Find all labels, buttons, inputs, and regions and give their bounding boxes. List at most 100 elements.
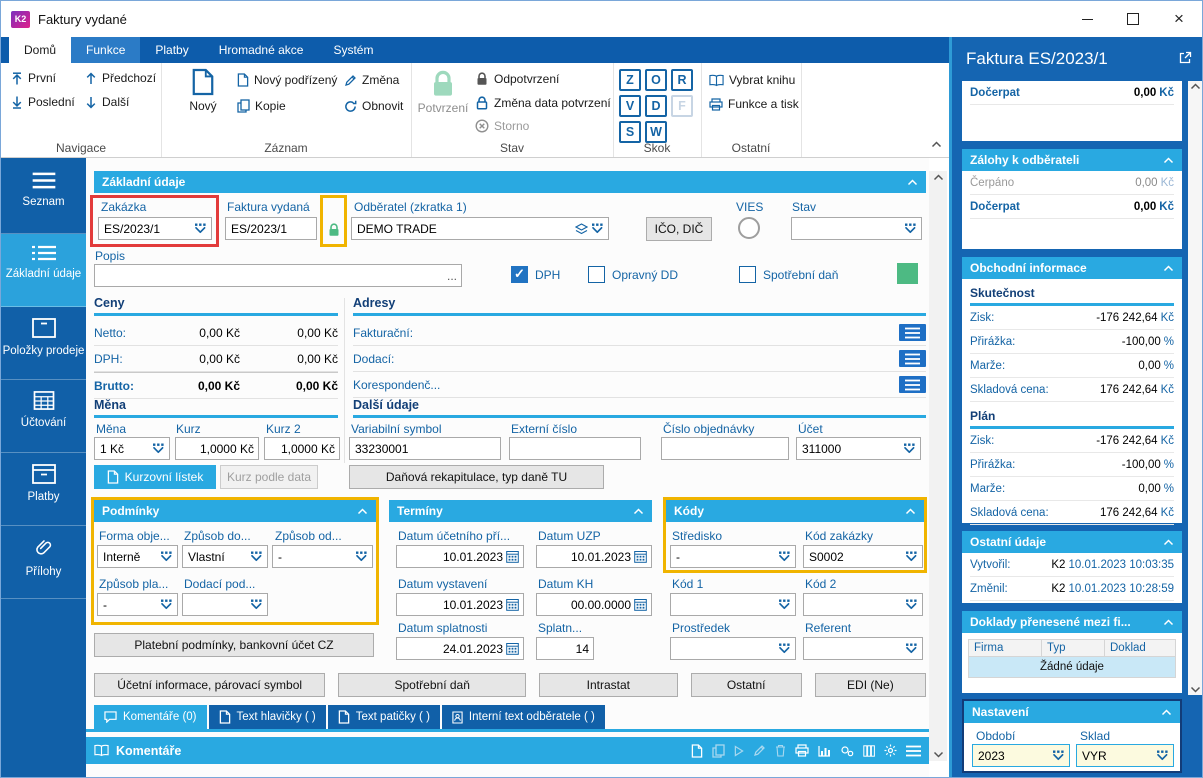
tab-text-paticky[interactable]: Text patičky ( ): [327, 705, 440, 729]
mena-field[interactable]: 1 Kč: [94, 437, 170, 460]
jump-d-button[interactable]: D: [645, 95, 667, 117]
settings-gear-icon[interactable]: [884, 744, 897, 757]
edit-icon[interactable]: [753, 744, 766, 757]
chart-icon[interactable]: [818, 745, 831, 757]
maximize-button[interactable]: [1110, 1, 1156, 37]
danova-rekapitulace-button[interactable]: Daňová rekapitulace, typ daně TU: [349, 465, 604, 489]
address-menu-button[interactable]: [899, 324, 926, 341]
collapse-icon[interactable]: [1163, 618, 1174, 626]
sidebar-item-zakladni-udaje[interactable]: Základní údaje: [1, 234, 86, 307]
new-child-button[interactable]: Nový podřízený: [237, 73, 337, 87]
spotrebni-dan-button[interactable]: Spotřební daň: [338, 673, 527, 697]
change-confirm-date-button[interactable]: Změna data potvrzení: [475, 95, 611, 110]
sklad-field[interactable]: VYR: [1076, 744, 1174, 767]
dropdown-icon[interactable]: [152, 443, 165, 454]
calendar-icon[interactable]: [634, 598, 647, 611]
referent-field[interactable]: [803, 637, 923, 660]
address-menu-button[interactable]: [899, 350, 926, 367]
collapse-icon[interactable]: [1161, 708, 1172, 716]
calendar-icon[interactable]: [506, 642, 519, 655]
scroll-up-icon[interactable]: [933, 174, 944, 181]
change-button[interactable]: Změna: [344, 73, 399, 87]
obdobi-field[interactable]: 2023: [972, 744, 1070, 767]
delete-icon[interactable]: [775, 744, 786, 757]
tab-platby[interactable]: Platby: [155, 43, 189, 57]
jump-s-button[interactable]: S: [619, 121, 641, 143]
tab-interni-text[interactable]: Interní text odběratele ( ): [441, 705, 605, 729]
kod1-field[interactable]: [670, 593, 796, 616]
variabilni-symbol-field[interactable]: 33230001: [349, 437, 501, 460]
sidebar-item-prilohy[interactable]: Přílohy: [1, 526, 86, 599]
prostredek-field[interactable]: [670, 637, 796, 660]
collapse-icon[interactable]: [1163, 156, 1174, 164]
more-icon[interactable]: ...: [446, 268, 457, 283]
dropdown-icon[interactable]: [160, 599, 173, 610]
jump-r-button[interactable]: R: [671, 69, 693, 91]
datum-splatnosti-field[interactable]: 24.01.2023: [396, 637, 524, 660]
kurzovni-listek-button[interactable]: Kurzovní lístek: [94, 465, 216, 489]
jump-f-button[interactable]: F: [671, 95, 693, 117]
kurz2-field[interactable]: 1,0000 Kč: [264, 437, 340, 460]
next-button[interactable]: Další: [85, 95, 129, 109]
scroll-up-icon[interactable]: [1190, 83, 1201, 90]
spotrebni-dan-checkbox[interactable]: [739, 266, 756, 283]
dodaci-podminky-field[interactable]: [182, 593, 268, 616]
related-records-icon[interactable]: [575, 222, 588, 235]
dropdown-icon[interactable]: [355, 551, 368, 562]
gears-icon[interactable]: [840, 745, 854, 757]
dropdown-icon[interactable]: [905, 643, 918, 654]
ribbon-collapse-icon[interactable]: [931, 141, 942, 148]
faktura-field[interactable]: ES/2023/1: [225, 217, 317, 240]
dropdown-icon[interactable]: [903, 443, 916, 454]
datum-uzp-field[interactable]: 10.01.2023: [536, 545, 652, 568]
intrastat-button[interactable]: Intrastat: [539, 673, 678, 697]
platebni-podminky-button[interactable]: Platební podmínky, bankovní účet CZ: [94, 633, 374, 657]
externi-cislo-field[interactable]: [509, 437, 641, 460]
select-book-button[interactable]: Vybrat knihu: [709, 73, 795, 87]
panel-scrollbar[interactable]: [1188, 81, 1202, 695]
kod-zakazky-field[interactable]: S0002: [803, 545, 923, 568]
opravny-dd-checkbox[interactable]: [588, 266, 605, 283]
forma-objednani-field[interactable]: Interně: [97, 545, 178, 568]
refresh-button[interactable]: Obnovit: [344, 99, 403, 113]
calendar-icon[interactable]: [506, 598, 519, 611]
jump-v-button[interactable]: V: [619, 95, 641, 117]
jump-z-button[interactable]: Z: [619, 69, 641, 91]
dropdown-icon[interactable]: [1156, 750, 1169, 761]
popis-field[interactable]: ...: [94, 264, 462, 287]
collapse-icon[interactable]: [357, 507, 368, 515]
previous-button[interactable]: Předchozí: [85, 71, 156, 85]
ucetni-informace-button[interactable]: Účetní informace, párovací symbol: [94, 673, 326, 697]
tab-komentare[interactable]: Komentáře (0): [94, 705, 207, 729]
datum-vystaveni-field[interactable]: 10.01.2023: [396, 593, 524, 616]
jump-o-button[interactable]: O: [645, 69, 667, 91]
scroll-down-icon[interactable]: [933, 751, 944, 758]
datum-ucetniho-field[interactable]: 10.01.2023: [396, 545, 524, 568]
tab-system[interactable]: Systém: [333, 43, 374, 57]
dropdown-icon[interactable]: [905, 551, 918, 562]
dropdown-icon[interactable]: [250, 551, 263, 562]
collapse-icon[interactable]: [905, 507, 916, 515]
kod2-field[interactable]: [803, 593, 923, 616]
collapse-icon[interactable]: [1163, 538, 1174, 546]
datum-kh-field[interactable]: 00.00.0000: [536, 593, 652, 616]
kurz-podle-data-button[interactable]: Kurz podle data: [220, 465, 318, 489]
dropdown-icon[interactable]: [905, 599, 918, 610]
unconfirm-button[interactable]: Odpotvrzení: [475, 71, 559, 86]
columns-icon[interactable]: [863, 744, 875, 757]
cislo-objednavky-field[interactable]: [661, 437, 789, 460]
menu-icon[interactable]: [906, 745, 921, 757]
ucet-field[interactable]: 311000: [796, 437, 921, 460]
confirm-button[interactable]: Potvrzení: [415, 68, 471, 115]
new-button[interactable]: Nový: [175, 68, 231, 113]
dropdown-icon[interactable]: [778, 599, 791, 610]
zpusob-dopravy-field[interactable]: Vlastní: [182, 545, 268, 568]
new-comment-icon[interactable]: [691, 743, 703, 758]
zpusob-platby-field[interactable]: -: [97, 593, 178, 616]
storno-button[interactable]: Storno: [475, 119, 529, 133]
tab-text-hlavicky[interactable]: Text hlavičky ( ): [208, 705, 326, 729]
main-scrollbar[interactable]: [929, 171, 947, 761]
record-lock-icon[interactable]: [327, 222, 341, 237]
edi-button[interactable]: EDI (Ne): [814, 673, 926, 697]
sidebar-item-seznam[interactable]: Seznam: [1, 161, 86, 234]
